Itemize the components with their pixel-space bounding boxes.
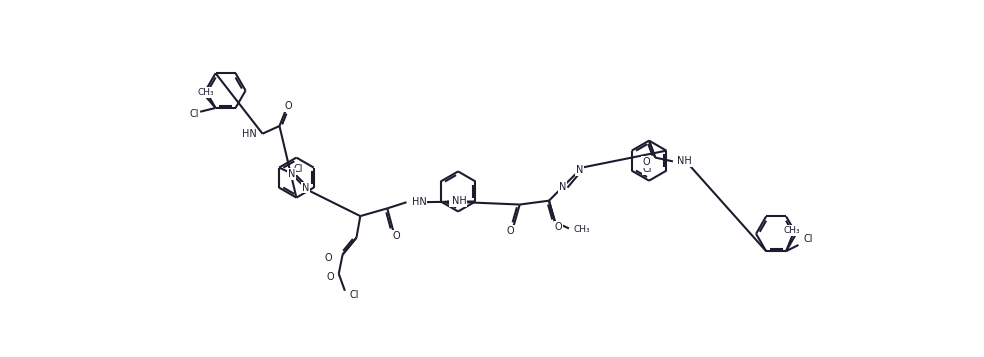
Text: O: O bbox=[327, 272, 335, 282]
Text: N: N bbox=[576, 165, 584, 175]
Text: HN: HN bbox=[450, 196, 464, 206]
Text: O: O bbox=[507, 226, 515, 236]
Text: Cl: Cl bbox=[189, 109, 199, 119]
Text: O: O bbox=[324, 253, 332, 263]
Text: NH: NH bbox=[452, 196, 466, 206]
Text: Cl: Cl bbox=[643, 164, 652, 174]
Text: N: N bbox=[301, 182, 309, 192]
Text: O: O bbox=[643, 157, 649, 167]
Text: Cl: Cl bbox=[349, 290, 359, 300]
Text: HN: HN bbox=[242, 129, 257, 139]
Text: N: N bbox=[559, 182, 567, 192]
Text: O: O bbox=[554, 222, 562, 232]
Text: CH₃: CH₃ bbox=[784, 226, 801, 235]
Text: O: O bbox=[393, 231, 400, 241]
Text: CH₃: CH₃ bbox=[198, 88, 215, 97]
Text: CH₃: CH₃ bbox=[574, 226, 590, 235]
Text: HN: HN bbox=[412, 197, 427, 207]
Text: N: N bbox=[287, 169, 295, 179]
Text: NH: NH bbox=[677, 156, 692, 166]
Text: Cl: Cl bbox=[293, 164, 303, 174]
Text: O: O bbox=[285, 101, 292, 111]
Text: Cl: Cl bbox=[803, 234, 813, 244]
